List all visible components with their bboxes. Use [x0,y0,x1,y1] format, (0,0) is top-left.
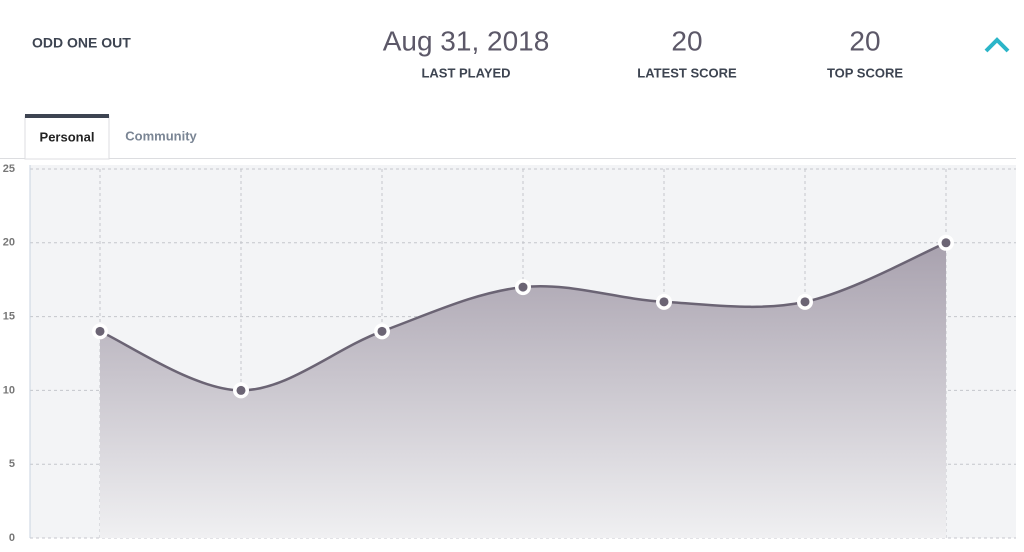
point [236,385,246,395]
tab-label[interactable]: Personal [40,129,95,144]
tab-active[interactable] [24,115,110,160]
stat-value: 20 [671,25,702,56]
tab-indicator [25,114,109,118]
y-tick-label: 25 [3,163,15,175]
y-tick-label: 10 [3,384,15,396]
stat-value: Aug 31, 2018 [383,25,550,56]
point [377,326,387,336]
area [100,242,946,539]
y-tick-label: 20 [3,237,15,249]
collapse-button[interactable] [984,37,1010,53]
y-tick-label: 5 [9,458,15,470]
point [659,297,669,307]
point [518,282,528,292]
y-tick-label: 15 [3,311,15,323]
stat-label: LAST PLAYED [421,65,510,80]
point [941,238,951,248]
point [95,326,105,336]
game-title: ODD ONE OUT [32,35,131,51]
tab-label[interactable]: Community [125,128,197,143]
stat-label: TOP SCORE [827,65,903,80]
point [800,297,810,307]
stat-value: 20 [849,25,880,56]
stat-label: LATEST SCORE [637,65,737,80]
y-tick-label: 0 [9,532,15,544]
